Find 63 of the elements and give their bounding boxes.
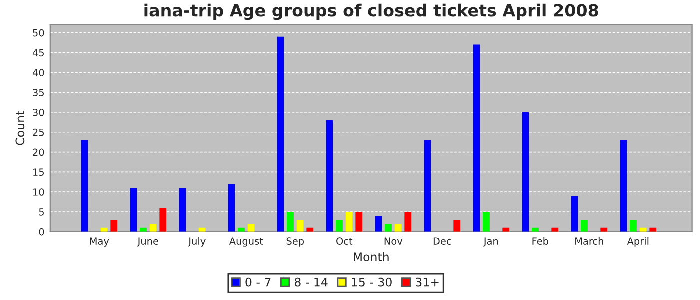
x-tick-label: Jan [483,238,498,247]
y-tick-label: 10 [34,188,44,196]
bar [483,212,490,232]
bar [454,220,461,232]
x-tick-label: Oct [336,238,353,245]
bar [179,188,186,232]
bar [571,196,578,232]
bar [228,184,236,232]
bar [130,188,138,232]
y-tick-label: 35 [33,89,44,96]
x-tick-label: Sep [286,238,304,247]
bar [287,212,294,232]
y-tick-label: 15 [34,168,44,176]
y-tick-label: 20 [33,148,44,156]
bar [306,228,314,232]
x-tick-label: Nov [384,238,403,245]
bar [600,228,608,232]
x-tick-label: Dec [434,238,452,245]
x-tick-label: August [229,238,264,247]
bar [110,220,118,232]
y-tick-label: 45 [32,49,44,57]
bar [326,120,334,232]
bar [424,140,432,232]
bar [160,208,167,232]
bar [336,220,343,232]
x-tick-label: April [627,237,649,247]
bar [385,224,392,232]
y-tick-label: 5 [39,208,44,216]
bar [630,220,637,232]
bar [140,228,147,232]
x-axis-title: Month [354,252,389,262]
bar [81,140,88,232]
bar [532,228,539,232]
y-tick-label: 25 [33,128,44,136]
y-tick-label: 30 [33,108,44,116]
x-tick-label: Feb [532,237,548,245]
legend-label: 15 - 30 [352,278,392,287]
y-axis-title: Count [16,111,25,146]
bar [581,220,588,232]
bar [346,212,353,232]
bar [296,220,304,232]
bar [552,228,559,232]
bar [404,212,412,232]
bar [356,212,363,232]
x-tick-label: July [188,237,206,247]
bar [650,228,657,232]
bar [277,36,284,232]
bar [375,216,382,232]
bar [620,140,628,232]
y-tick-label: 40 [32,69,44,76]
x-tick-label: March [576,237,604,245]
bar [502,228,510,232]
bar [522,112,530,232]
bar [473,44,480,232]
chart-title: iana-trip Age groups of closed tickets April 2008 [144,4,598,20]
y-tick-label: 50 [33,29,44,37]
legend-label: 0 - 7 [246,278,271,287]
x-tick-label: May [90,238,110,247]
y-tick-label: 0 [39,228,44,236]
x-tick-label: June [137,238,158,247]
bar [238,228,245,232]
legend-label: 8 - 14 [294,278,328,287]
legend-label: 31+ [416,278,439,287]
